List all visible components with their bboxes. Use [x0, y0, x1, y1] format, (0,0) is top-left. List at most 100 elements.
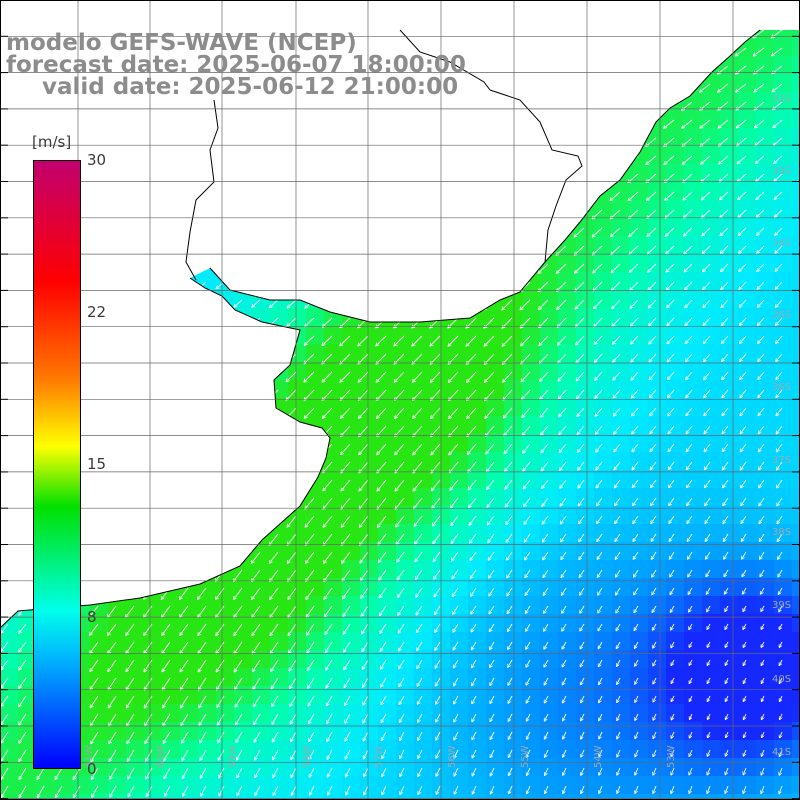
wind-speed-cell — [252, 722, 271, 741]
wind-arrow — [269, 335, 279, 344]
wind-speed-cell — [108, 758, 127, 777]
wind-speed-cell — [594, 92, 613, 111]
wind-speed-cell — [756, 434, 775, 453]
wind-speed-cell — [0, 758, 19, 777]
wind-arrow — [0, 263, 9, 270]
wind-speed-cell — [756, 704, 775, 723]
wind-arrow — [198, 119, 207, 125]
wind-speed-cell — [162, 164, 181, 183]
wind-speed-cell — [234, 596, 253, 615]
wind-arrow — [378, 191, 387, 199]
wind-speed-cell — [54, 110, 73, 129]
wind-arrow — [556, 119, 567, 127]
wind-arrow — [503, 83, 513, 90]
wind-arrow — [127, 389, 135, 397]
wind-arrow — [520, 227, 531, 237]
wind-speed-cell — [612, 758, 631, 777]
wind-speed-cell — [360, 560, 379, 579]
wind-arrow — [646, 83, 657, 92]
wind-arrow — [432, 137, 441, 144]
wind-arrow — [610, 191, 621, 201]
wind-speed-cell — [234, 272, 253, 291]
wind-arrow — [341, 281, 351, 290]
wind-arrow — [215, 533, 225, 545]
wind-arrow — [700, 119, 711, 128]
wind-arrow — [179, 497, 189, 508]
wind-speed-cell — [576, 506, 595, 525]
wind-speed-cell — [180, 794, 199, 800]
wind-speed-cell — [270, 722, 289, 741]
wind-speed-cell — [90, 344, 109, 363]
wind-speed-cell — [684, 416, 703, 435]
wind-arrow — [539, 101, 549, 109]
wind-speed-cell — [126, 488, 145, 507]
wind-speed-cell — [666, 146, 685, 165]
wind-speed-cell — [0, 506, 19, 525]
wind-speed-cell — [324, 110, 343, 129]
wind-speed-cell — [342, 722, 361, 741]
wind-speed-cell — [540, 74, 559, 93]
wind-speed-cell — [486, 146, 505, 165]
wind-speed-cell — [450, 686, 469, 705]
wind-arrow — [126, 587, 135, 599]
wind-speed-cell — [468, 290, 487, 309]
wind-speed-cell — [216, 200, 235, 219]
wind-speed-cell — [288, 182, 307, 201]
wind-speed-cell — [774, 56, 793, 75]
wind-speed-cell — [108, 434, 127, 453]
wind-arrow — [593, 263, 603, 273]
wind-speed-cell — [306, 146, 325, 165]
wind-speed-cell — [612, 650, 631, 669]
wind-speed-cell — [756, 398, 775, 417]
wind-speed-cell — [108, 668, 127, 687]
wind-arrow — [144, 497, 153, 508]
wind-speed-cell — [594, 596, 613, 615]
wind-speed-cell — [324, 668, 343, 687]
wind-speed-cell — [522, 254, 541, 273]
wind-speed-cell — [720, 758, 739, 777]
wind-speed-cell — [324, 128, 343, 147]
wind-arrow — [486, 47, 495, 54]
wind-arrow — [18, 173, 27, 179]
wind-speed-cell — [234, 668, 253, 687]
wind-arrow — [1, 353, 9, 360]
wind-speed-cell — [648, 398, 667, 417]
wind-arrow — [108, 245, 117, 252]
wind-speed-cell — [468, 110, 487, 129]
wind-speed-cell — [738, 182, 757, 201]
wind-speed-cell — [288, 740, 307, 759]
wind-arrow — [700, 83, 711, 92]
wind-arrow — [143, 515, 153, 526]
wind-arrow — [358, 281, 369, 291]
wind-speed-cell — [702, 560, 721, 579]
wind-speed-cell — [378, 470, 397, 489]
wind-speed-cell — [342, 668, 361, 687]
wind-speed-cell — [558, 30, 577, 39]
wind-arrow — [162, 443, 171, 453]
lat-label: 34S — [772, 238, 791, 249]
wind-speed-cell — [234, 740, 253, 759]
wind-arrow — [288, 281, 297, 289]
wind-speed-cell — [216, 632, 235, 651]
wind-speed-cell — [666, 434, 685, 453]
wind-speed-cell — [486, 794, 505, 800]
wind-arrow — [360, 30, 369, 35]
wind-speed-cell — [378, 596, 397, 615]
wind-arrow — [306, 191, 315, 198]
wind-speed-cell — [522, 596, 541, 615]
wind-speed-cell — [504, 524, 523, 543]
wind-speed-cell — [234, 218, 253, 237]
wind-speed-cell — [198, 182, 217, 201]
wind-speed-cell — [270, 128, 289, 147]
wind-speed-cell — [90, 218, 109, 237]
wind-speed-cell — [216, 794, 235, 800]
wind-arrow — [664, 47, 675, 55]
wind-speed-cell — [144, 470, 163, 489]
wind-speed-cell — [684, 506, 703, 525]
wind-speed-cell — [90, 236, 109, 255]
wind-arrow — [180, 173, 189, 180]
wind-speed-cell — [450, 272, 469, 291]
wind-arrow — [162, 281, 171, 288]
wind-speed-cell — [504, 668, 523, 687]
wind-speed-cell — [234, 686, 253, 705]
